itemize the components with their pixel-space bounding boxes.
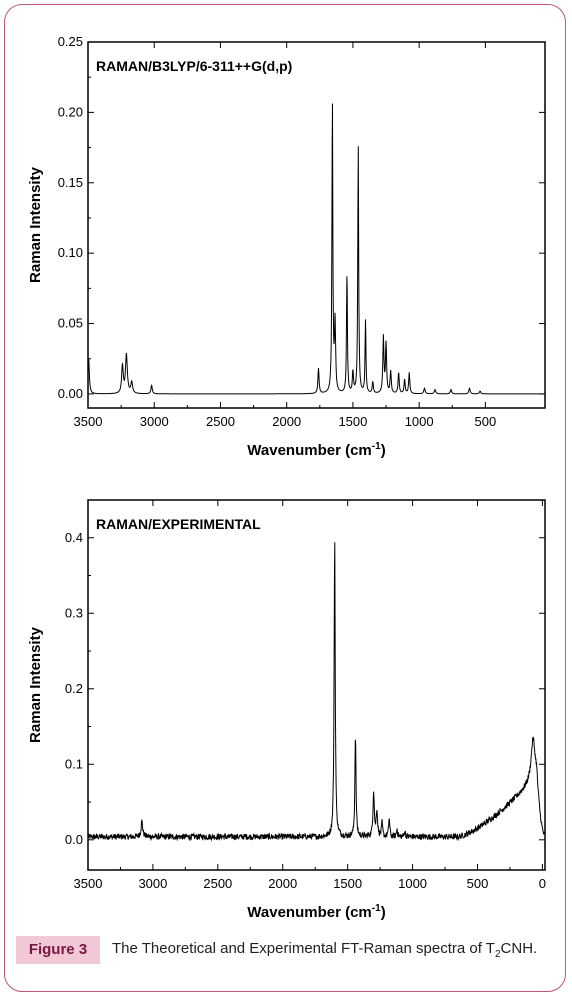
caption-main: The Theoretical and Experimental FT-Rama… (112, 940, 495, 957)
raman-experimental-chart: 0.0 0.1 0.2 0.3 0.4 3500 3000 2500 2000 1500 1000 5… (27, 499, 546, 921)
x-axis-label: Wavenumber (cm-1) (247, 441, 385, 459)
y-axis-label: Raman Intensity (27, 166, 44, 283)
x-tick-label: 3500 (74, 876, 103, 891)
raman-theoretical-chart: 0.00 0.05 0.10 0.15 0.20 0.25 3500 3000 2500 2000… (27, 34, 546, 459)
x-tick-label: 2000 (272, 414, 301, 429)
y-tick-label: 0.00 (58, 386, 83, 401)
y-tick-label: 0.25 (58, 34, 83, 49)
x-tick-label: 1000 (398, 876, 427, 891)
plot-frame (87, 499, 546, 871)
y-tick-label: 0.0 (65, 832, 83, 847)
x-tick-label: 0 (539, 876, 546, 891)
x-tick-label: 3000 (138, 876, 167, 891)
chart-title: RAMAN/EXPERIMENTAL (96, 516, 261, 532)
x-axis-label: Wavenumber (cm-1) (247, 903, 385, 921)
caption-text: The Theoretical and Experimental FT-Rama… (112, 937, 557, 967)
x-tick-label: 500 (475, 414, 497, 429)
x-tick-label: 500 (467, 876, 489, 891)
y-tick-label: 0.4 (65, 530, 83, 545)
chart-title: RAMAN/B3LYP/6-311++G(d,p) (96, 58, 292, 74)
figure-badge: Figure 3 (16, 936, 100, 964)
y-tick-label: 0.20 (58, 104, 83, 119)
y-tick-label: 0.2 (65, 681, 83, 696)
caption-subscript: 2 (494, 949, 501, 960)
y-axis-label: Raman Intensity (27, 626, 44, 743)
y-tick-label: 0.1 (65, 756, 83, 771)
x-tick-label: 2500 (206, 414, 235, 429)
x-tick-label: 2500 (203, 876, 232, 891)
caption-end: CNH. (500, 940, 538, 957)
figure-frame (4, 4, 566, 992)
spectrum-line (87, 103, 545, 395)
y-tick-label: 0.05 (58, 316, 83, 331)
x-tick-label: 2000 (268, 876, 297, 891)
y-tick-label: 0.15 (58, 175, 83, 190)
y-tick-label: 0.3 (65, 605, 83, 620)
x-tick-label: 1500 (338, 414, 367, 429)
x-tick-label: 1000 (405, 414, 434, 429)
figure-caption: Figure 3 The Theoretical and Experimenta… (12, 934, 562, 988)
x-tick-label: 3000 (140, 414, 169, 429)
spectrum-line (87, 542, 546, 842)
x-tick-label: 3500 (74, 414, 103, 429)
y-tick-label: 0.10 (58, 245, 83, 260)
x-tick-label: 1500 (333, 876, 362, 891)
plot-frame (87, 41, 546, 409)
